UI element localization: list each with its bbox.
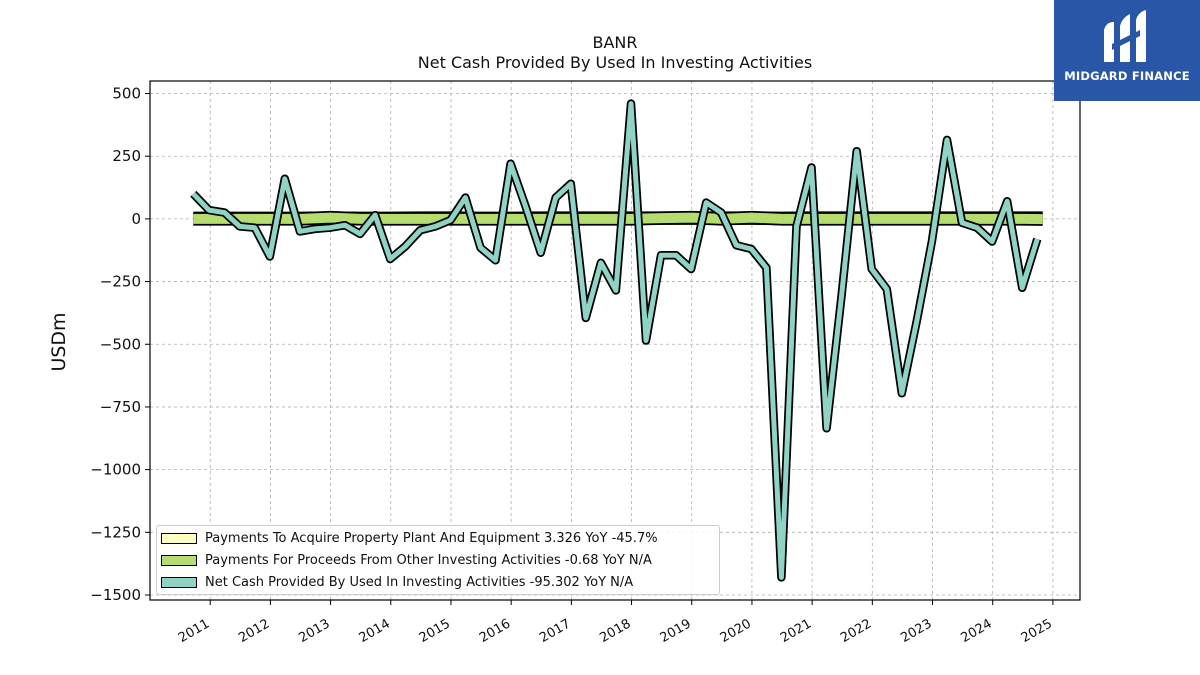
x-tick-label: 2018: [597, 616, 633, 646]
y-tick-label: −1500: [90, 586, 141, 604]
logo-text: MIDGARD FINANCE: [1064, 69, 1190, 83]
series: [190, 99, 1043, 582]
legend-item-other: Payments For Proceeds From Other Investi…: [161, 551, 652, 569]
series-line-net: [191, 101, 1040, 580]
x-tick-label: 2025: [1019, 616, 1055, 646]
legend: Payments To Acquire Property Plant And E…: [156, 525, 720, 595]
series-line-other: [193, 212, 1043, 225]
y-tick-label: 500: [112, 85, 141, 103]
legend-label-ppe: Payments To Acquire Property Plant And E…: [205, 530, 658, 546]
axes-frame: [149, 80, 1081, 601]
x-tick-label: 2021: [778, 616, 814, 646]
y-tick-label: −1250: [90, 523, 141, 541]
x-tick-label: 2022: [838, 616, 874, 646]
y-tick-label: 0: [131, 210, 141, 228]
y-tick-label: 250: [112, 147, 141, 165]
legend-swatch-ppe: [161, 532, 197, 544]
legend-swatch-other: [161, 554, 197, 566]
x-tick-label: 2014: [357, 616, 393, 646]
logo-mark-icon: [1104, 10, 1146, 62]
brand-logo: MIDGARD FINANCE: [1054, 0, 1200, 101]
x-tick-label: 2023: [898, 616, 934, 646]
chart-subtitle: Net Cash Provided By Used In Investing A…: [417, 53, 813, 72]
x-tick-label: 2013: [296, 616, 332, 646]
y-axis-label: USDm: [48, 312, 70, 371]
x-tick-label: 2011: [176, 616, 212, 646]
legend-item-ppe: Payments To Acquire Property Plant And E…: [161, 529, 658, 547]
x-tick-label: 2015: [417, 616, 453, 646]
legend-label-other: Payments For Proceeds From Other Investi…: [205, 552, 652, 568]
x-tick-label: 2024: [959, 616, 995, 646]
x-tick-label: 2016: [477, 616, 513, 646]
x-tick-label: 2020: [718, 616, 754, 646]
legend-item-net: Net Cash Provided By Used In Investing A…: [161, 573, 633, 591]
y-tick-label: −250: [100, 273, 141, 291]
legend-label-net: Net Cash Provided By Used In Investing A…: [205, 574, 634, 590]
x-tick-label: 2019: [658, 616, 694, 646]
x-tick-label: 2012: [236, 616, 272, 646]
x-tick-label: 2017: [537, 616, 573, 646]
y-tick-label: −1000: [90, 461, 141, 479]
y-tick-label: −750: [100, 398, 141, 416]
legend-swatch-net: [161, 576, 197, 588]
chart-title: BANR: [592, 33, 638, 52]
y-tick-label: −500: [100, 335, 141, 353]
